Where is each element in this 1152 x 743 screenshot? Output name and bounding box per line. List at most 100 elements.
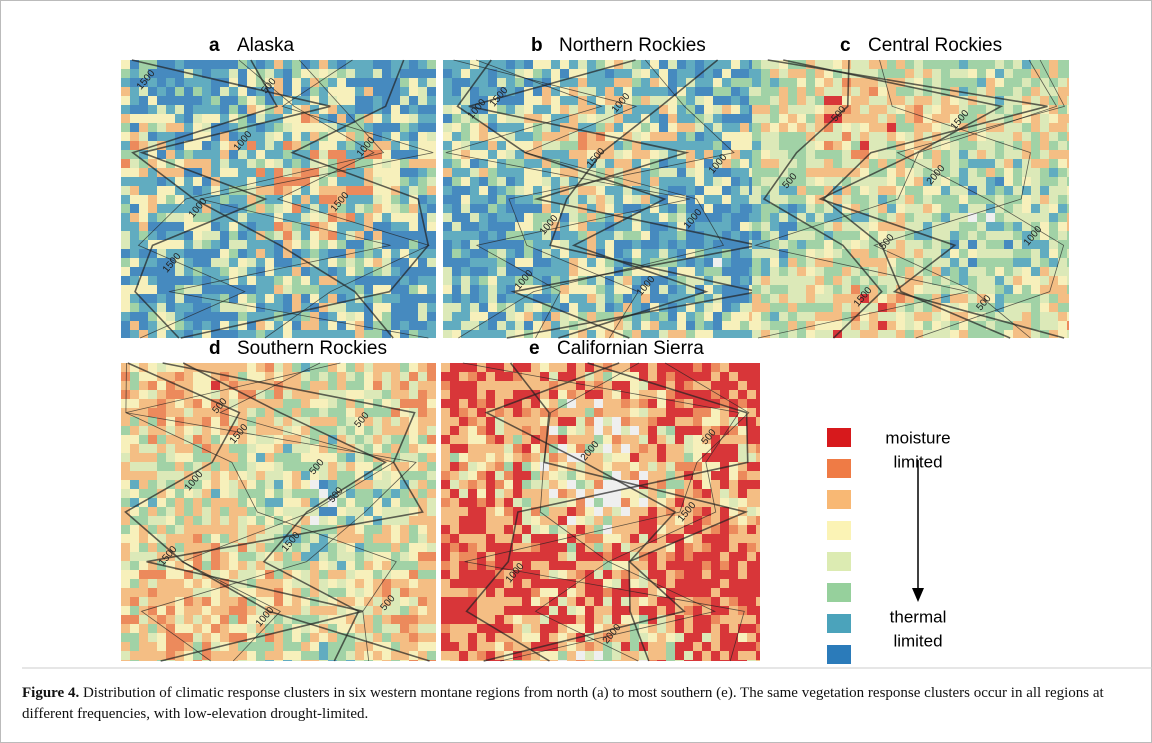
- map-cell: [202, 525, 211, 534]
- map-cell: [540, 408, 549, 417]
- map-cell: [770, 294, 779, 303]
- map-cell: [1040, 186, 1049, 195]
- map-cell: [121, 294, 130, 303]
- map-cell: [346, 222, 355, 231]
- map-cell: [693, 363, 702, 372]
- map-cell: [301, 453, 310, 462]
- map-cell: [247, 624, 256, 633]
- map-cell: [761, 159, 770, 168]
- panel-letter: c: [840, 35, 851, 56]
- map-cell: [139, 426, 148, 435]
- map-cell: [806, 312, 815, 321]
- map-cell: [851, 213, 860, 222]
- map-cell: [878, 159, 887, 168]
- map-cell: [731, 87, 740, 96]
- map-cell: [238, 249, 247, 258]
- map-cell: [184, 435, 193, 444]
- map-cell: [986, 87, 995, 96]
- map-cell: [373, 660, 382, 661]
- map-cell: [157, 177, 166, 186]
- map-cell: [806, 195, 815, 204]
- map-cell: [761, 312, 770, 321]
- map-cell: [427, 570, 436, 579]
- map-cell: [542, 60, 551, 69]
- map-cell: [193, 258, 202, 267]
- map-cell: [605, 186, 614, 195]
- map-cell: [815, 204, 824, 213]
- map-cell: [337, 561, 346, 570]
- map-cell: [630, 381, 639, 390]
- map-cell: [497, 231, 506, 240]
- map-cell: [409, 642, 418, 651]
- map-cell: [711, 363, 720, 372]
- map-cell: [824, 177, 833, 186]
- map-cell: [1013, 249, 1022, 258]
- map-cell: [797, 240, 806, 249]
- map-cell: [587, 267, 596, 276]
- map-cell: [292, 195, 301, 204]
- map-cell: [558, 426, 567, 435]
- map-cell: [641, 141, 650, 150]
- map-cell: [274, 498, 283, 507]
- map-cell: [950, 330, 959, 338]
- map-cell: [713, 195, 722, 204]
- map-cell: [220, 222, 229, 231]
- map-cell: [806, 96, 815, 105]
- map-cell: [896, 114, 905, 123]
- map-cell: [941, 258, 950, 267]
- map-cell: [148, 597, 157, 606]
- map-cell: [400, 498, 409, 507]
- map-cell: [941, 96, 950, 105]
- map-cell: [833, 141, 842, 150]
- map-cell: [202, 105, 211, 114]
- map-cell: [668, 69, 677, 78]
- map-cell: [211, 258, 220, 267]
- map-cell: [558, 363, 567, 372]
- map-cell: [184, 321, 193, 330]
- map-cell: [713, 258, 722, 267]
- map-cell: [1004, 249, 1013, 258]
- map-cell: [461, 312, 470, 321]
- map-cell: [986, 78, 995, 87]
- map-cell: [418, 588, 427, 597]
- map-cell: [932, 60, 941, 69]
- map-cell: [722, 60, 731, 69]
- map-cell: [747, 435, 756, 444]
- map-cell: [752, 321, 761, 330]
- map-cell: [211, 615, 220, 624]
- map-cell: [355, 186, 364, 195]
- map-cell: [247, 660, 256, 661]
- map-cell: [400, 114, 409, 123]
- map-cell: [932, 312, 941, 321]
- map-cell: [842, 303, 851, 312]
- map-cell: [770, 231, 779, 240]
- map-cell: [578, 213, 587, 222]
- map-cell: [202, 516, 211, 525]
- map-cell: [157, 276, 166, 285]
- map-cell: [657, 408, 666, 417]
- map-cell: [468, 381, 477, 390]
- map-cell: [533, 132, 542, 141]
- map-cell: [193, 321, 202, 330]
- map-cell: [450, 372, 459, 381]
- map-cell: [427, 258, 436, 267]
- map-cell: [713, 69, 722, 78]
- map-cell: [959, 69, 968, 78]
- map-cell: [869, 141, 878, 150]
- map-cell: [461, 78, 470, 87]
- map-cell: [941, 231, 950, 240]
- map-cell: [265, 60, 274, 69]
- map-cell: [842, 141, 851, 150]
- map-cell: [1022, 303, 1031, 312]
- map-cell: [211, 462, 220, 471]
- map-cell: [319, 195, 328, 204]
- map-cell: [761, 123, 770, 132]
- map-cell: [914, 213, 923, 222]
- map-cell: [542, 87, 551, 96]
- map-cell: [941, 222, 950, 231]
- map-cell: [659, 213, 668, 222]
- map-cell: [238, 489, 247, 498]
- map-cell: [495, 390, 504, 399]
- map-cell: [923, 249, 932, 258]
- map-cell: [409, 186, 418, 195]
